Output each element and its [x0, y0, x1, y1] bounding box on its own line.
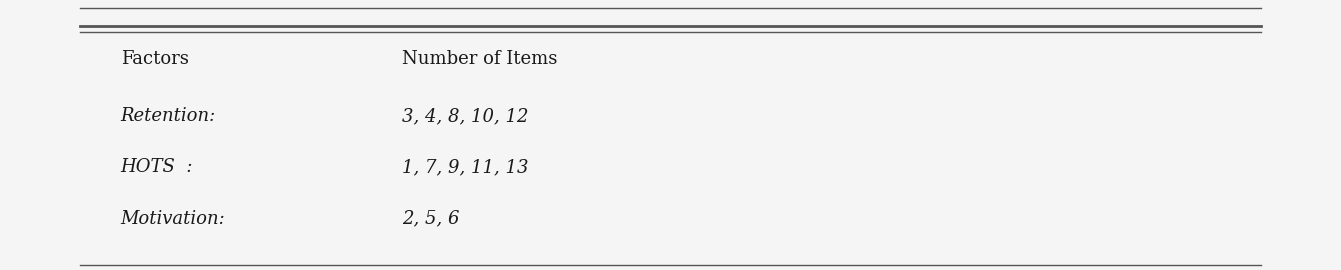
Text: Motivation:: Motivation: [121, 210, 225, 228]
Text: HOTS  :: HOTS : [121, 158, 193, 176]
Text: Factors: Factors [121, 50, 189, 68]
Text: Retention:: Retention: [121, 107, 216, 125]
Text: Number of Items: Number of Items [402, 50, 558, 68]
Text: 1, 7, 9, 11, 13: 1, 7, 9, 11, 13 [402, 158, 528, 176]
Text: 2, 5, 6: 2, 5, 6 [402, 210, 460, 228]
Text: 3, 4, 8, 10, 12: 3, 4, 8, 10, 12 [402, 107, 528, 125]
